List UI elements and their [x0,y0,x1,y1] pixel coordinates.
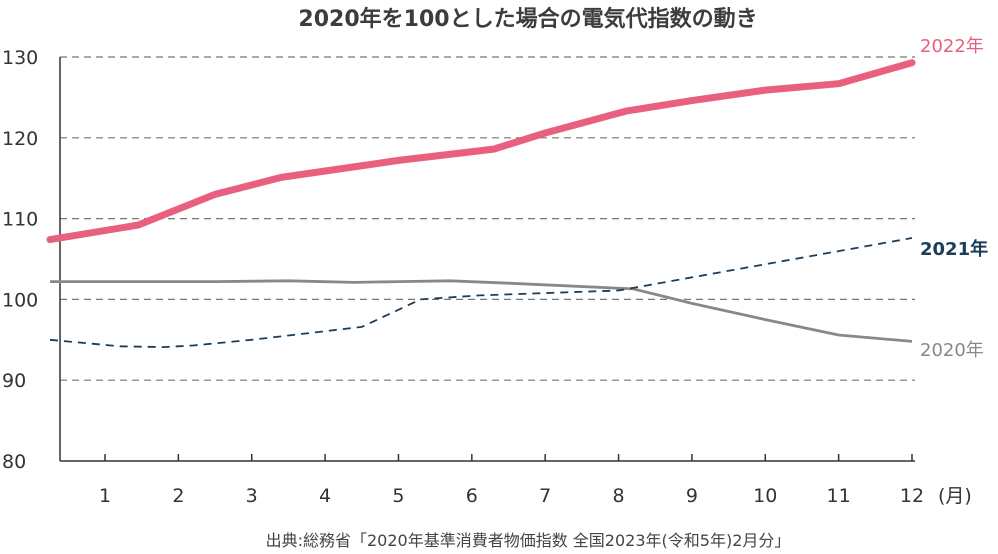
axes [59,57,915,462]
series-label-0: 2022年 [920,36,984,57]
series-lines [46,59,916,348]
x-tick-label: 10 [753,485,777,507]
x-tick-label: 7 [539,485,551,507]
series-label-2: 2020年 [920,340,984,361]
x-tick-label: 4 [319,485,331,507]
y-tick-label: 120 [2,128,38,150]
chart-title: 2020年を100とした場合の電気代指数の動き [298,6,757,32]
x-tick-label: 1 [99,485,111,507]
x-tick-label: 11 [827,485,851,507]
series-line-1 [49,237,913,348]
grid-lines [60,56,915,381]
y-tick-label: 100 [2,289,38,311]
x-tick-label: 8 [612,485,624,507]
series-line-0 [46,59,916,244]
x-tick-label: 3 [246,485,258,507]
y-tick-label: 80 [2,451,26,473]
x-axis-unit: (月) [938,485,972,507]
source-note: 出典:総務省「2020年基準消費者物価指数 全国2023年(令和5年)2月分」 [266,531,791,550]
series-line-2 [50,279,913,343]
x-tick-label: 9 [686,485,698,507]
y-tick-label: 90 [2,370,26,392]
y-tick-label: 130 [2,47,38,69]
x-tick-label: 12 [900,485,924,507]
series-labels: 2020年 2021年 2022年 [920,36,988,361]
y-tick-label: 110 [2,209,38,231]
x-tick-label: 5 [392,485,404,507]
x-tick-label: 2 [172,485,184,507]
series-label-1: 2021年 [920,238,988,260]
x-tick-label: 6 [466,485,478,507]
